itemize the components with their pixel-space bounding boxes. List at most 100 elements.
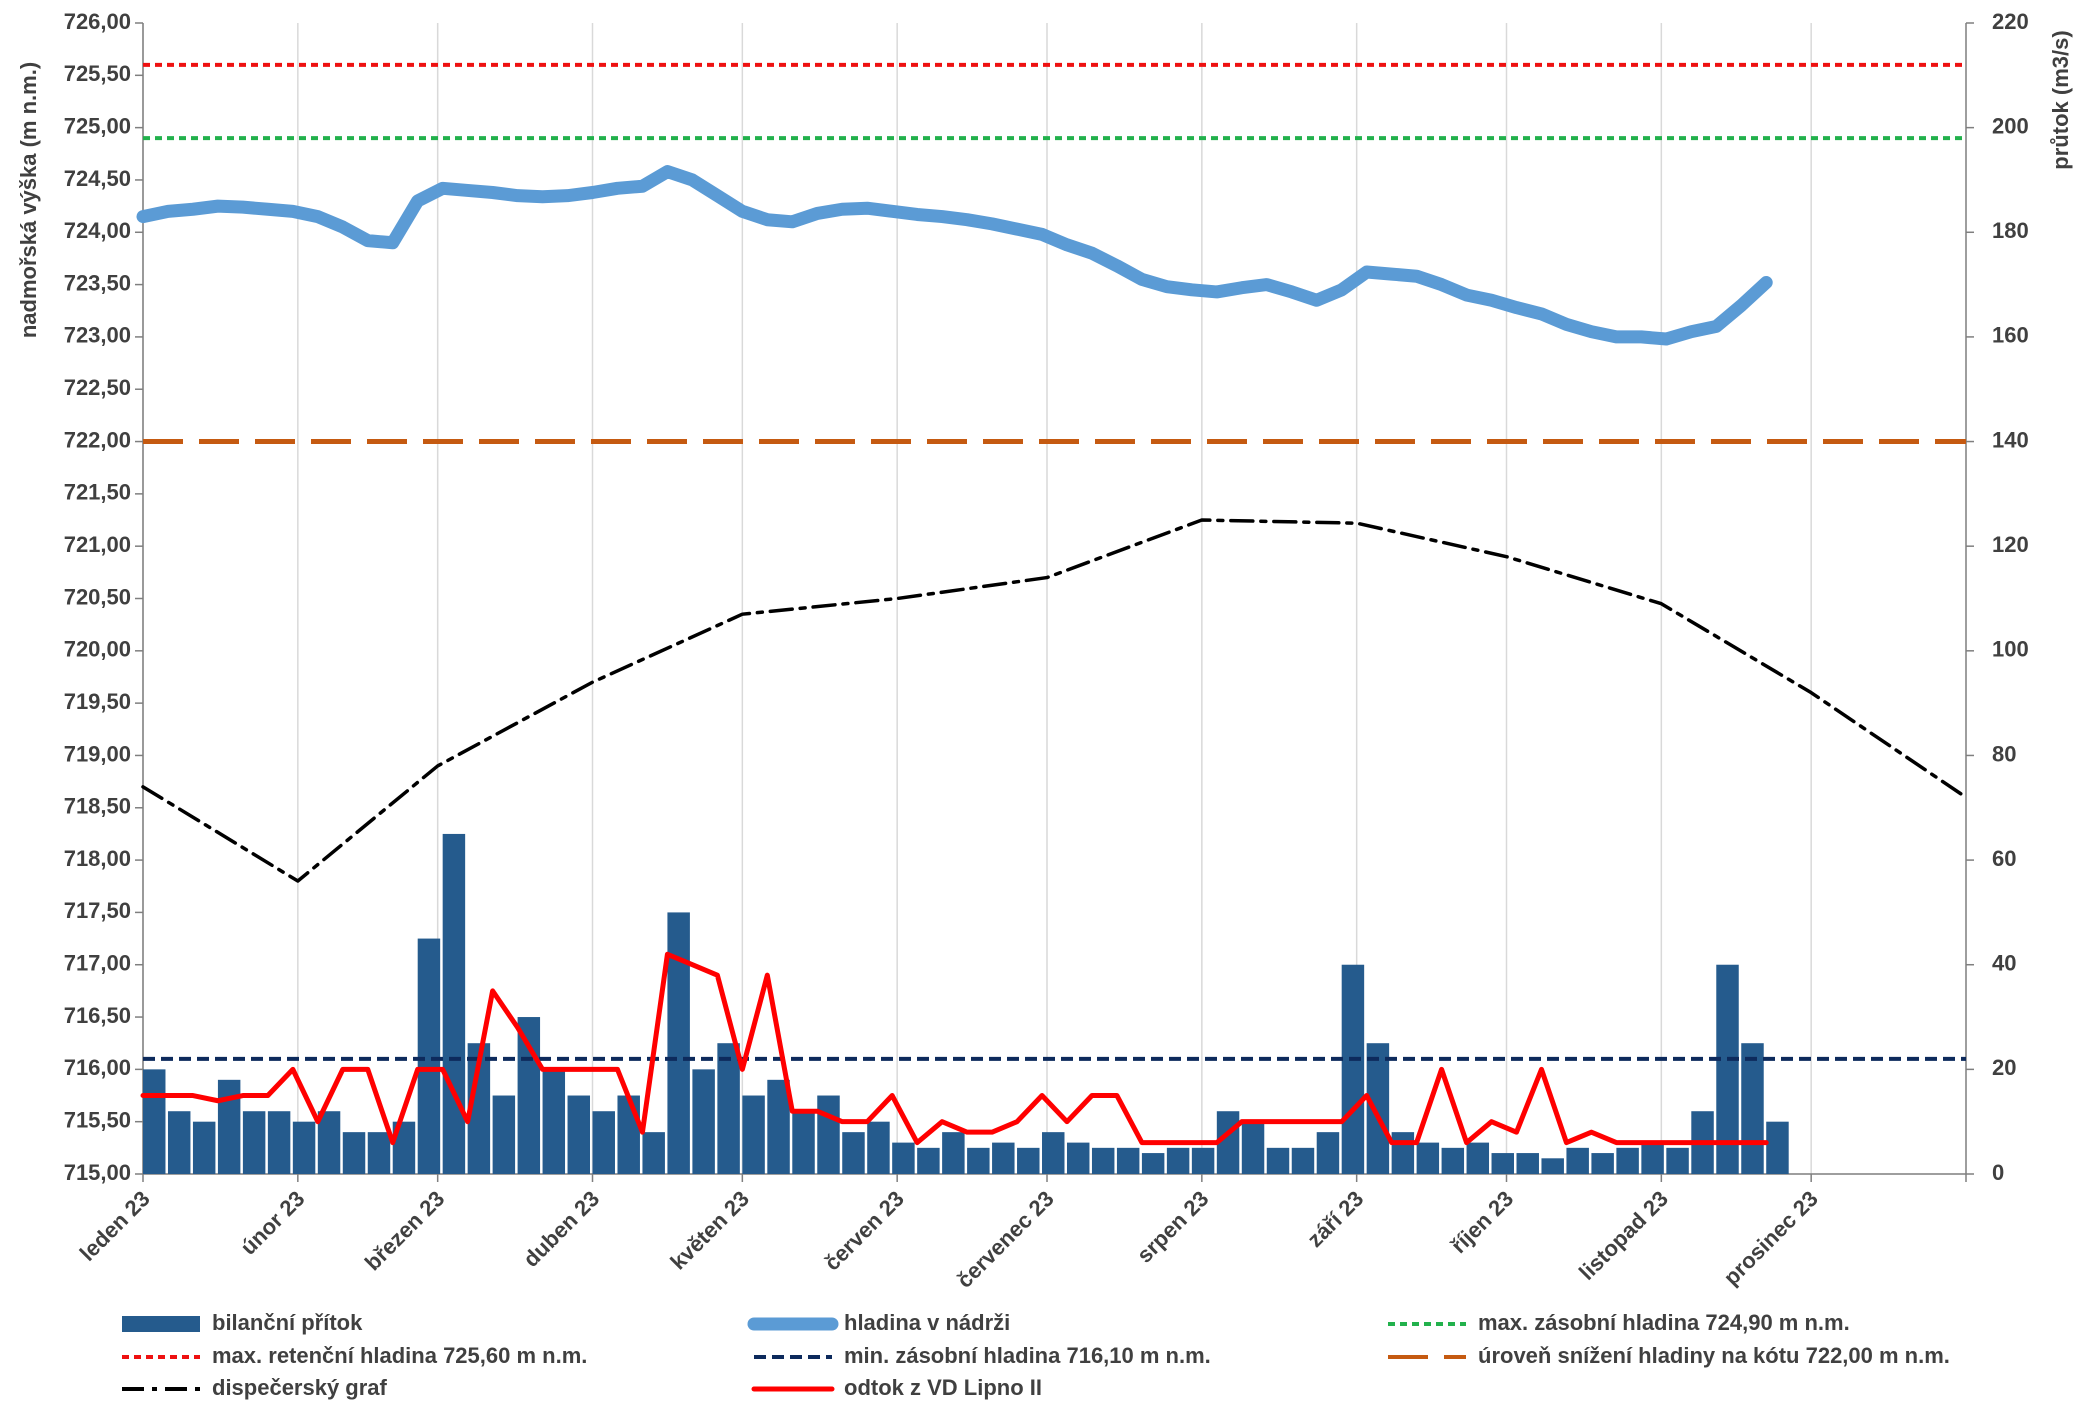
bar (467, 1043, 491, 1174)
x-tick-label: březen 23 (360, 1186, 449, 1275)
legend-label: max. zásobní hladina 724,90 m n.m. (1478, 1310, 1850, 1335)
bar (1191, 1147, 1215, 1174)
y-tick-label: 724,00 (64, 218, 131, 243)
legend-label: min. zásobní hladina 716,10 m n.m. (844, 1343, 1211, 1368)
bar (942, 1132, 965, 1174)
bar (1616, 1147, 1639, 1174)
bar (1391, 1132, 1415, 1174)
y-tick-label: 715,50 (64, 1107, 131, 1132)
bar (892, 1142, 915, 1174)
bar (767, 1079, 790, 1174)
y-tick-label: 726,00 (64, 9, 131, 34)
x-tick-label: červenec 23 (952, 1186, 1059, 1293)
bar (217, 1079, 241, 1174)
bar (1591, 1153, 1614, 1174)
y2-tick-label: 20 (1992, 1055, 2016, 1080)
y2-tick-label: 180 (1992, 218, 2029, 243)
y-tick-label: 720,00 (64, 637, 131, 662)
bar (292, 1121, 316, 1174)
x-tick-label: leden 23 (75, 1186, 155, 1266)
bar (917, 1147, 940, 1174)
bar (692, 1069, 715, 1174)
y-axis-title: nadmořská výška (m n.m.) (16, 62, 41, 338)
bar (317, 1111, 341, 1174)
y-tick-label: 716,00 (64, 1055, 131, 1080)
y2-tick-label: 100 (1992, 637, 2029, 662)
bar (192, 1121, 216, 1174)
bar (567, 1095, 591, 1174)
y2-tick-label: 60 (1992, 846, 2016, 871)
y-tick-label: 724,50 (64, 166, 131, 191)
y-tick-label: 718,00 (64, 846, 131, 871)
x-tick-label: listopad 23 (1574, 1186, 1673, 1285)
bar (817, 1095, 840, 1174)
bar (417, 938, 441, 1174)
legend-label: odtok z VD Lipno II (844, 1375, 1042, 1400)
bar (1091, 1147, 1115, 1174)
x-tick-label: únor 23 (236, 1186, 310, 1260)
bar (1641, 1142, 1664, 1174)
y-tick-label: 721,00 (64, 532, 131, 557)
x-tick-label: duben 23 (518, 1186, 604, 1272)
y2-tick-label: 140 (1992, 427, 2029, 452)
y-tick-label: 719,00 (64, 741, 131, 766)
bar (992, 1142, 1015, 1174)
legend-label: max. retenční hladina 725,60 m n.m. (212, 1343, 587, 1368)
bar (1466, 1142, 1490, 1174)
legend-label: bilanční přítok (212, 1310, 363, 1335)
y2-tick-label: 120 (1992, 532, 2029, 557)
bar (842, 1132, 865, 1174)
legend-label: hladina v nádrži (844, 1310, 1010, 1335)
bar (742, 1095, 765, 1174)
bar (667, 912, 690, 1174)
y-tick-label: 720,50 (64, 584, 131, 609)
legend-label: úroveň snížení hladiny na kótu 722,00 m … (1478, 1343, 1950, 1368)
bar (592, 1111, 615, 1174)
bar (1241, 1121, 1265, 1174)
x-tick-label: červen 23 (819, 1186, 908, 1275)
bar (143, 1069, 166, 1174)
y2-tick-label: 0 (1992, 1160, 2004, 1185)
bar (1316, 1132, 1340, 1174)
y-tick-label: 723,00 (64, 323, 131, 348)
bar (392, 1121, 416, 1174)
bar (1291, 1147, 1315, 1174)
bar (1566, 1147, 1589, 1174)
bar (242, 1111, 266, 1174)
y-tick-label: 725,00 (64, 113, 131, 138)
bar (967, 1147, 990, 1174)
y-tick-label: 716,50 (64, 1003, 131, 1028)
bar (1066, 1142, 1090, 1174)
bar (1366, 1043, 1390, 1174)
bar (367, 1132, 391, 1174)
bar (1266, 1147, 1290, 1174)
legend-swatch (122, 1316, 200, 1332)
bar (167, 1111, 191, 1174)
bar (1341, 964, 1365, 1174)
x-tick-label: květen 23 (665, 1186, 754, 1275)
line-series (141, 518, 1968, 883)
bar (867, 1121, 890, 1174)
line-series (140, 951, 1769, 1146)
bar (542, 1069, 566, 1174)
bar (442, 833, 466, 1174)
y2-tick-label: 220 (1992, 9, 2029, 34)
bar (1491, 1153, 1514, 1174)
y2-tick-label: 160 (1992, 323, 2029, 348)
y2-tick-label: 40 (1992, 951, 2016, 976)
bar (267, 1111, 291, 1174)
bar (1416, 1142, 1440, 1174)
bar (1666, 1147, 1689, 1174)
y-tick-label: 719,50 (64, 689, 131, 714)
y2-tick-label: 80 (1992, 741, 2016, 766)
y-tick-label: 722,00 (64, 427, 131, 452)
bar (642, 1132, 665, 1174)
x-tick-label: říjen 23 (1446, 1186, 1518, 1258)
y2-axis-title: průtok (m3/s) (2048, 30, 2073, 169)
y-tick-label: 718,50 (64, 794, 131, 819)
y-tick-label: 721,50 (64, 480, 131, 505)
bar (1441, 1147, 1465, 1174)
bar (1042, 1132, 1065, 1174)
x-tick-label: srpen 23 (1132, 1186, 1214, 1268)
